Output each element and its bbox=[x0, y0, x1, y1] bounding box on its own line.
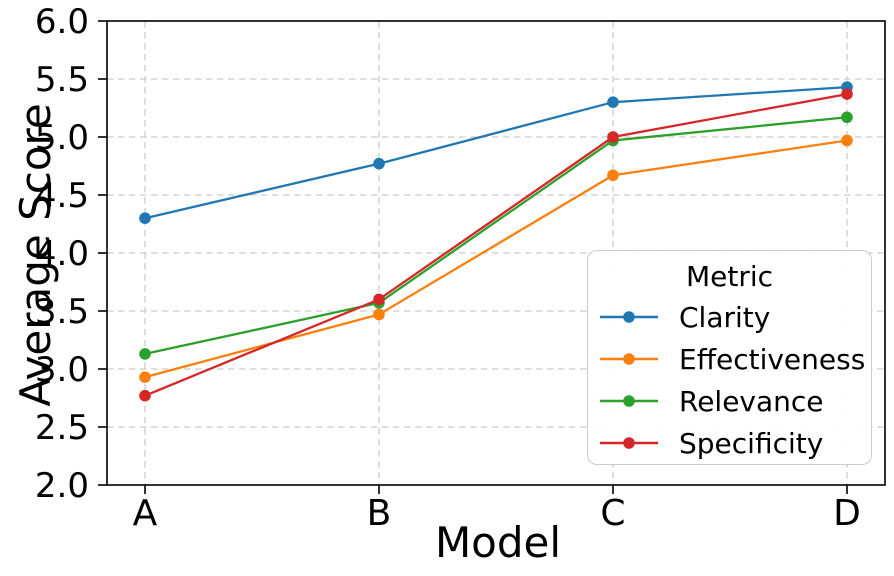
series-specificity bbox=[139, 88, 853, 402]
point-specificity-D bbox=[841, 88, 853, 100]
legend-swatch-icon bbox=[600, 437, 658, 449]
point-clarity-B bbox=[373, 157, 385, 170]
series-effectiveness bbox=[139, 134, 853, 383]
x-tick-label-B: B bbox=[367, 493, 392, 534]
y-tick-label-4.0: 4.0 bbox=[35, 234, 89, 274]
legend-item-specificity: Specificity bbox=[599, 422, 871, 464]
point-relevance-A bbox=[139, 348, 151, 360]
line-clarity bbox=[143, 85, 849, 220]
point-effectiveness-B bbox=[373, 308, 385, 321]
legend-item-effectiveness: Effectiveness bbox=[599, 338, 871, 380]
line-effectiveness bbox=[143, 139, 849, 379]
point-effectiveness-A bbox=[139, 371, 151, 383]
y-axis-label: Average Score bbox=[11, 103, 60, 406]
point-effectiveness-C bbox=[607, 169, 619, 182]
x-axis-label: Model bbox=[435, 518, 561, 567]
x-tick-label-C: C bbox=[600, 493, 625, 534]
legend: Metric Clarity Effectiveness Relevance Spec… bbox=[587, 250, 872, 465]
point-specificity-C bbox=[607, 131, 619, 143]
line-specificity bbox=[143, 92, 849, 397]
y-tick-label-2.0: 2.0 bbox=[35, 466, 89, 506]
legend-item-relevance: Relevance bbox=[599, 380, 871, 422]
x-tick-label-A: A bbox=[133, 493, 158, 534]
legend-swatch-icon bbox=[600, 395, 658, 407]
legend-label: Relevance bbox=[679, 384, 824, 418]
point-specificity-A bbox=[139, 389, 151, 402]
x-tick-label-D: D bbox=[833, 493, 861, 534]
point-clarity-A bbox=[139, 212, 151, 224]
legend-swatch-icon bbox=[600, 311, 658, 323]
y-tick-label-4.5: 4.5 bbox=[35, 176, 89, 216]
y-tick-label-6.0: 6.0 bbox=[35, 2, 89, 42]
point-clarity-C bbox=[607, 96, 619, 108]
point-relevance-D bbox=[841, 111, 853, 124]
legend-label: Effectiveness bbox=[679, 342, 866, 376]
plot-area: 2.0 2.5 3.0 3.5 4.0 4.5 5.0 5.5 6.0 A B C D bbox=[35, 2, 886, 534]
point-specificity-B bbox=[373, 293, 385, 306]
y-tick-label-3.0: 3.0 bbox=[35, 350, 89, 390]
legend-item-clarity: Clarity bbox=[599, 296, 871, 338]
y-tick-label-3.5: 3.5 bbox=[35, 292, 89, 332]
y-tick-label-2.5: 2.5 bbox=[35, 408, 89, 448]
series-clarity bbox=[139, 81, 853, 224]
legend-label: Specificity bbox=[679, 426, 824, 460]
point-effectiveness-D bbox=[841, 134, 853, 147]
legend-swatch-icon bbox=[600, 353, 658, 365]
line-relevance bbox=[143, 116, 849, 356]
y-tick-label-5.0: 5.0 bbox=[35, 118, 89, 158]
legend-label: Clarity bbox=[679, 300, 771, 334]
y-tick-label-5.5: 5.5 bbox=[35, 60, 89, 100]
legend-items: Clarity Effectiveness Relevance Specificity bbox=[588, 296, 871, 464]
legend-title: Metric bbox=[685, 260, 774, 293]
